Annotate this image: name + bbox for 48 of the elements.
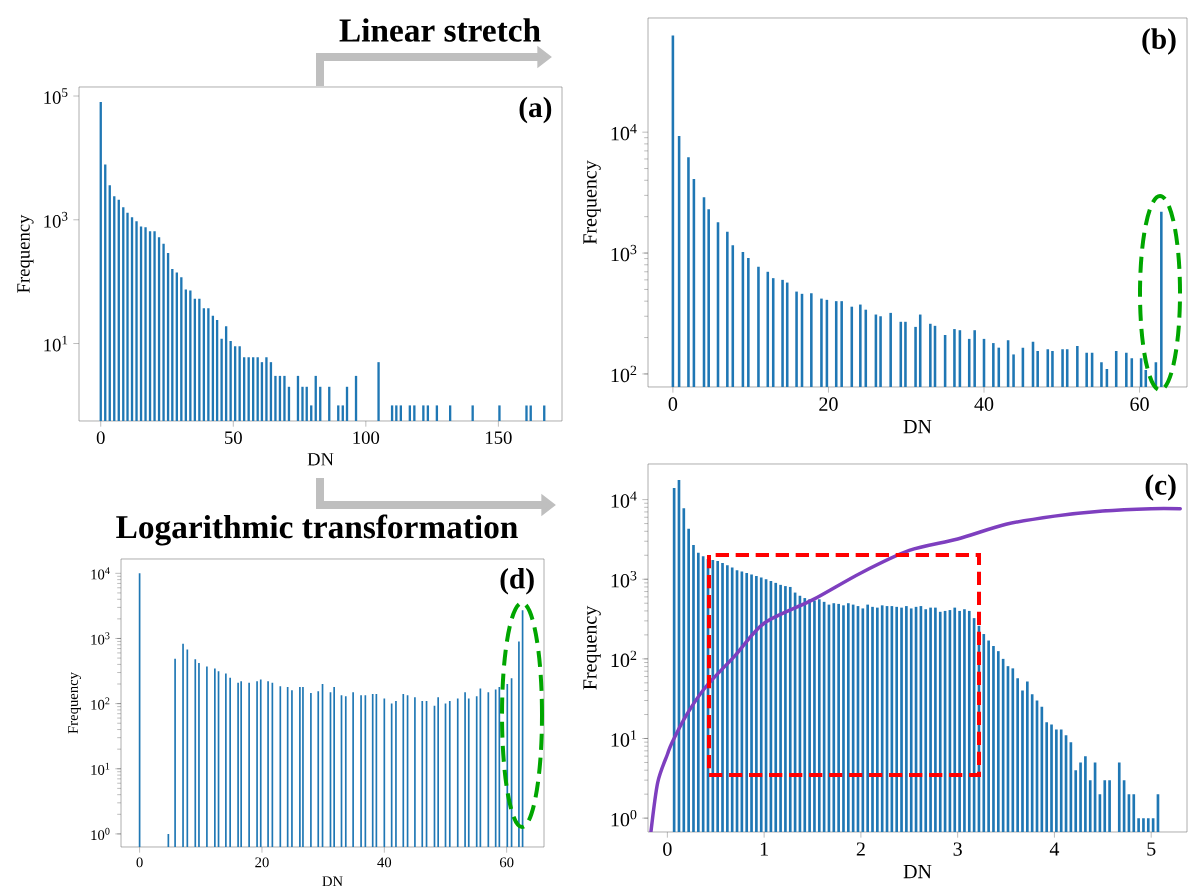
x-tick-label: 5	[1147, 842, 1156, 856]
y-axis-title: Frequency	[68, 672, 81, 734]
x-tick-label: 4	[1049, 842, 1060, 856]
chart-title: (b)	[1142, 28, 1176, 56]
x-tick-label: 100	[353, 431, 380, 445]
y-tick-label: 10$^{3}$	[611, 571, 637, 588]
x-tick-label: 20	[255, 857, 269, 868]
x-tick-label: 20	[819, 397, 838, 412]
y-axis-title: Frequency	[583, 160, 601, 245]
x-axis-title: DN	[307, 453, 334, 466]
chart-title: (a)	[519, 96, 552, 124]
x-tick-label: 50	[225, 431, 242, 445]
y-tick-label: 10$^{0}$	[91, 828, 110, 841]
y-tick-label: 10$^{3}$	[91, 632, 110, 645]
x-tick-label: 2	[856, 842, 865, 856]
x-tick-label: 150	[486, 431, 512, 445]
y-axis-title: Frequency	[17, 214, 34, 294]
y-tick-label: 10$^{4}$	[91, 567, 110, 580]
y-tick-label: 10$^{2}$	[91, 697, 110, 710]
text: Linear stretch	[339, 18, 541, 42]
x-axis-title: DN	[903, 865, 932, 879]
x-tick-label: 40	[974, 397, 994, 412]
y-tick-label: 10$^{5}$	[44, 88, 68, 105]
y-tick-label: 10$^{4}$	[611, 491, 637, 509]
y-tick-label: 10$^{1}$	[611, 730, 637, 747]
x-axis-title: DN	[903, 420, 932, 434]
y-tick-label: 10$^{0}$	[611, 810, 637, 827]
x-tick-label: 60	[1130, 397, 1149, 412]
x-tick-label: 0	[136, 857, 143, 868]
x-axis-title: DN	[322, 876, 343, 887]
chart-title: (c)	[1145, 474, 1176, 502]
y-tick-label: 10$^{2}$	[611, 365, 637, 383]
y-tick-label: 10$^{1}$	[91, 762, 110, 776]
chart-title: (d)	[500, 568, 534, 595]
y-axis-title: Frequency	[583, 606, 601, 690]
x-tick-label: 0	[668, 397, 678, 412]
y-tick-label: 10$^{4}$	[611, 124, 637, 141]
x-tick-label: 3	[953, 842, 962, 857]
y-tick-label: 10$^{2}$	[611, 650, 637, 668]
x-tick-label: 40	[377, 857, 392, 868]
y-tick-label: 10$^{3}$	[611, 245, 637, 262]
x-tick-label: 0	[663, 842, 672, 857]
y-tick-label: 10$^{3}$	[44, 212, 68, 228]
text: Logarithmic transformation	[116, 514, 518, 546]
x-tick-label: 1	[760, 842, 768, 856]
x-tick-label: 60	[499, 857, 514, 868]
y-tick-label: 10$^{1}$	[44, 335, 68, 352]
x-tick-label: 0	[96, 431, 105, 445]
